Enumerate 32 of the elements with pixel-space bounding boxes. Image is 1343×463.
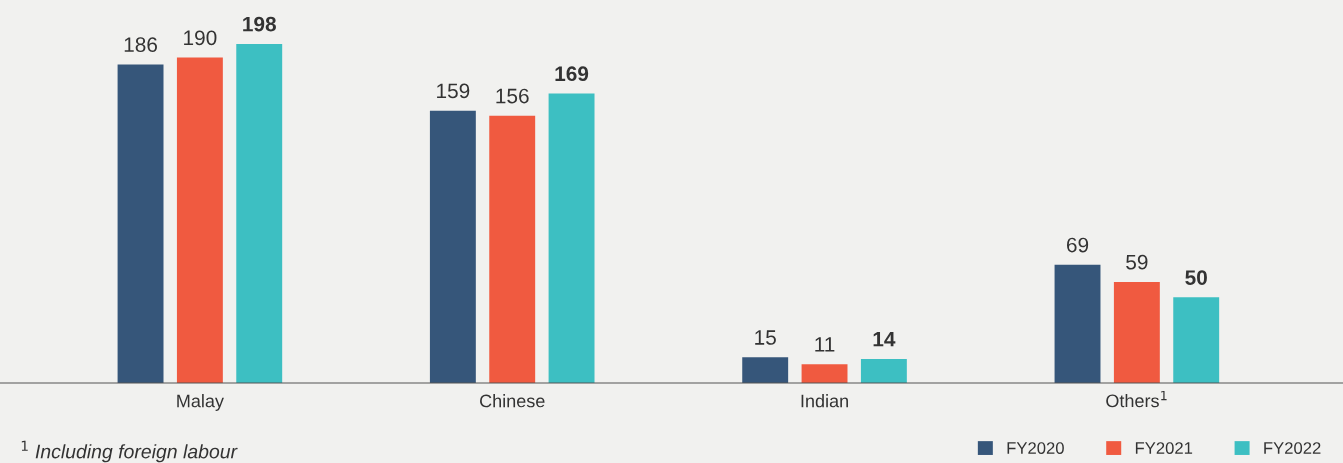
bar [489, 115, 536, 383]
bar [236, 43, 283, 383]
bar [1054, 264, 1101, 383]
data-label: 15 [755, 330, 776, 345]
x-tick-label: Others$^{1}$ [1106, 390, 1167, 408]
x-tick-label: Malay [177, 394, 224, 411]
data-label: 59 [1126, 254, 1148, 270]
data-label: 198 [243, 16, 276, 32]
legend-label: FY2020 [1007, 442, 1064, 454]
data-label: 69 [1067, 237, 1089, 253]
data-label: 50 [1185, 270, 1207, 285]
data-label: 169 [555, 66, 589, 82]
legend-label: FY2021 [1135, 442, 1193, 454]
data-label: 159 [437, 83, 470, 99]
bar [548, 93, 595, 383]
bar [1113, 281, 1160, 383]
x-tick-label: Indian [801, 394, 848, 408]
bar [742, 357, 789, 383]
text: $^{1}$ Including foreign labour [21, 440, 238, 463]
x-tick-label: Chinese [480, 394, 545, 408]
bar [429, 110, 476, 383]
data-label: 156 [496, 88, 529, 104]
data-label: 190 [184, 30, 217, 46]
bar [176, 57, 223, 383]
data-label: 186 [124, 37, 158, 53]
bar [1173, 297, 1220, 383]
bar [117, 64, 164, 383]
legend-label: FY2022 [1264, 442, 1321, 454]
data-label: 11 [815, 337, 835, 352]
bar [801, 364, 848, 383]
data-label: 14 [873, 332, 896, 347]
bar [860, 359, 907, 383]
